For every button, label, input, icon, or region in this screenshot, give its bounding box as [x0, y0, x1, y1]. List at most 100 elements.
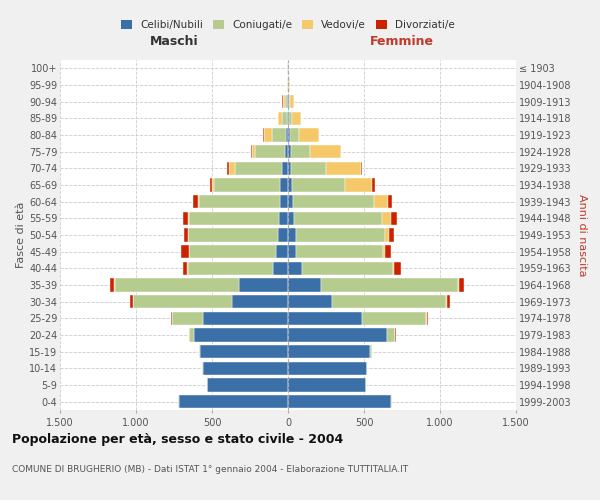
Bar: [345, 178, 373, 192]
Bar: [289, 95, 290, 108]
Bar: [199, 195, 280, 208]
Bar: [282, 162, 288, 175]
Text: Popolazione per età, sesso e stato civile - 2004: Popolazione per età, sesso e stato civil…: [12, 432, 343, 446]
Bar: [389, 228, 394, 241]
Bar: [288, 228, 296, 241]
Bar: [203, 362, 288, 375]
Bar: [374, 195, 388, 208]
Bar: [280, 178, 288, 192]
Legend: Celibi/Nubili, Coniugati/e, Vedovi/e, Divorziati/e: Celibi/Nubili, Coniugati/e, Vedovi/e, Di…: [117, 16, 459, 34]
Bar: [276, 245, 288, 258]
Bar: [130, 295, 133, 308]
Bar: [203, 312, 288, 325]
Bar: [394, 262, 401, 275]
Bar: [287, 95, 288, 108]
Bar: [189, 328, 194, 342]
Bar: [172, 312, 203, 325]
Bar: [280, 195, 288, 208]
Bar: [278, 112, 282, 125]
Bar: [302, 262, 393, 275]
Text: Maschi: Maschi: [149, 36, 199, 49]
Bar: [332, 295, 446, 308]
Bar: [296, 228, 385, 241]
Bar: [133, 295, 232, 308]
Bar: [291, 145, 310, 158]
Bar: [459, 278, 464, 291]
Bar: [289, 78, 290, 92]
Bar: [393, 262, 394, 275]
Bar: [288, 245, 296, 258]
Bar: [288, 395, 391, 408]
Bar: [282, 112, 287, 125]
Bar: [290, 95, 294, 108]
Bar: [287, 112, 288, 125]
Bar: [446, 295, 447, 308]
Bar: [288, 312, 362, 325]
Bar: [385, 228, 389, 241]
Bar: [199, 345, 200, 358]
Bar: [189, 212, 279, 225]
Bar: [288, 345, 370, 358]
Bar: [391, 212, 397, 225]
Bar: [382, 212, 391, 225]
Bar: [285, 145, 288, 158]
Bar: [288, 162, 291, 175]
Bar: [288, 278, 322, 291]
Bar: [292, 112, 301, 125]
Bar: [286, 128, 288, 141]
Bar: [283, 95, 285, 108]
Bar: [235, 162, 282, 175]
Bar: [273, 262, 288, 275]
Bar: [285, 95, 287, 108]
Bar: [288, 262, 302, 275]
Bar: [427, 312, 428, 325]
Bar: [361, 162, 362, 175]
Bar: [181, 245, 189, 258]
Bar: [388, 195, 392, 208]
Bar: [110, 278, 115, 291]
Y-axis label: Anni di nascita: Anni di nascita: [577, 194, 587, 276]
Bar: [288, 178, 292, 192]
Bar: [288, 328, 387, 342]
Bar: [373, 178, 374, 192]
Bar: [184, 228, 188, 241]
Bar: [182, 212, 188, 225]
Bar: [299, 128, 319, 141]
Bar: [387, 328, 395, 342]
Bar: [288, 212, 294, 225]
Bar: [279, 212, 288, 225]
Bar: [296, 245, 383, 258]
Y-axis label: Fasce di età: Fasce di età: [16, 202, 26, 268]
Bar: [310, 145, 341, 158]
Bar: [197, 195, 199, 208]
Bar: [212, 178, 214, 192]
Bar: [288, 128, 290, 141]
Bar: [288, 295, 332, 308]
Bar: [326, 162, 361, 175]
Bar: [193, 195, 197, 208]
Bar: [294, 212, 382, 225]
Bar: [229, 162, 235, 175]
Bar: [288, 112, 289, 125]
Bar: [322, 278, 458, 291]
Bar: [288, 362, 367, 375]
Bar: [293, 195, 374, 208]
Bar: [292, 178, 345, 192]
Text: Femmine: Femmine: [370, 36, 434, 49]
Bar: [383, 245, 385, 258]
Bar: [211, 178, 212, 192]
Bar: [288, 195, 293, 208]
Bar: [251, 145, 254, 158]
Bar: [288, 95, 289, 108]
Bar: [447, 295, 450, 308]
Bar: [272, 128, 286, 141]
Bar: [214, 178, 280, 192]
Bar: [227, 162, 229, 175]
Bar: [208, 378, 288, 392]
Bar: [115, 278, 239, 291]
Bar: [362, 312, 427, 325]
Bar: [370, 345, 371, 358]
Bar: [188, 212, 189, 225]
Bar: [458, 278, 459, 291]
Bar: [194, 328, 288, 342]
